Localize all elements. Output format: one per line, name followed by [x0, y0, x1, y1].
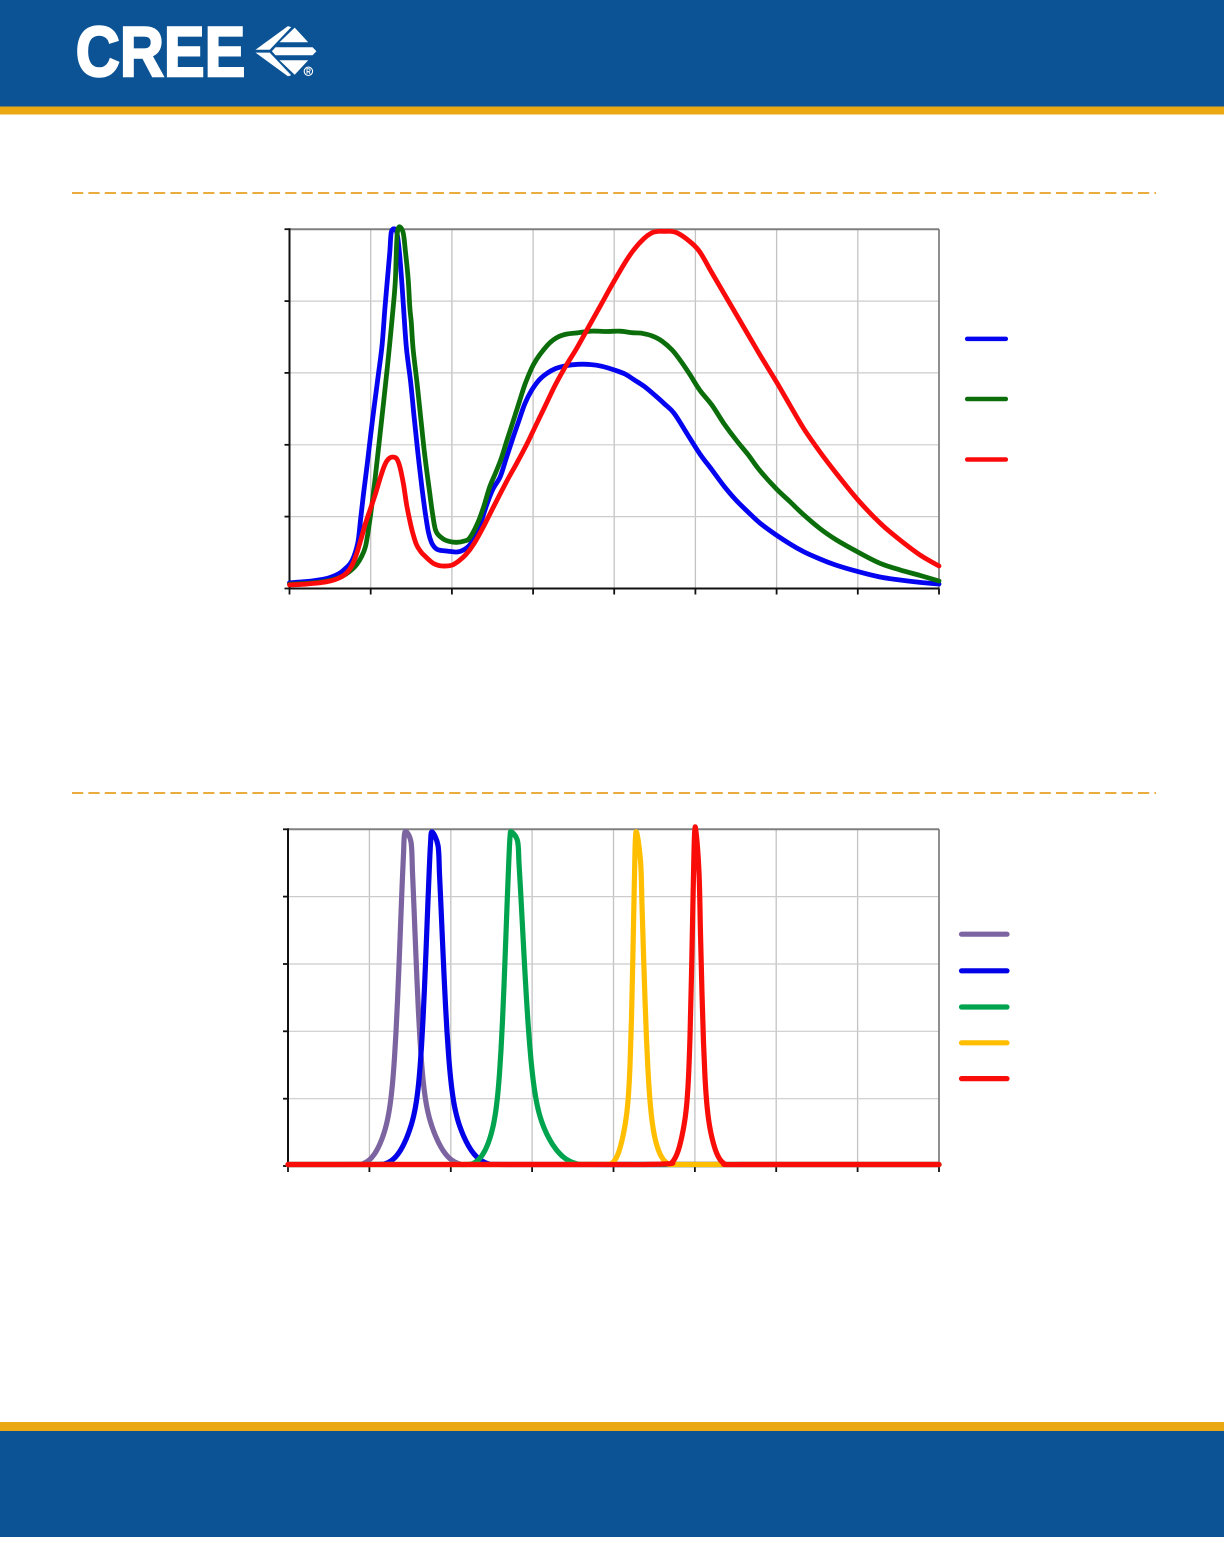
svg-text:CREE: CREE [76, 12, 246, 91]
